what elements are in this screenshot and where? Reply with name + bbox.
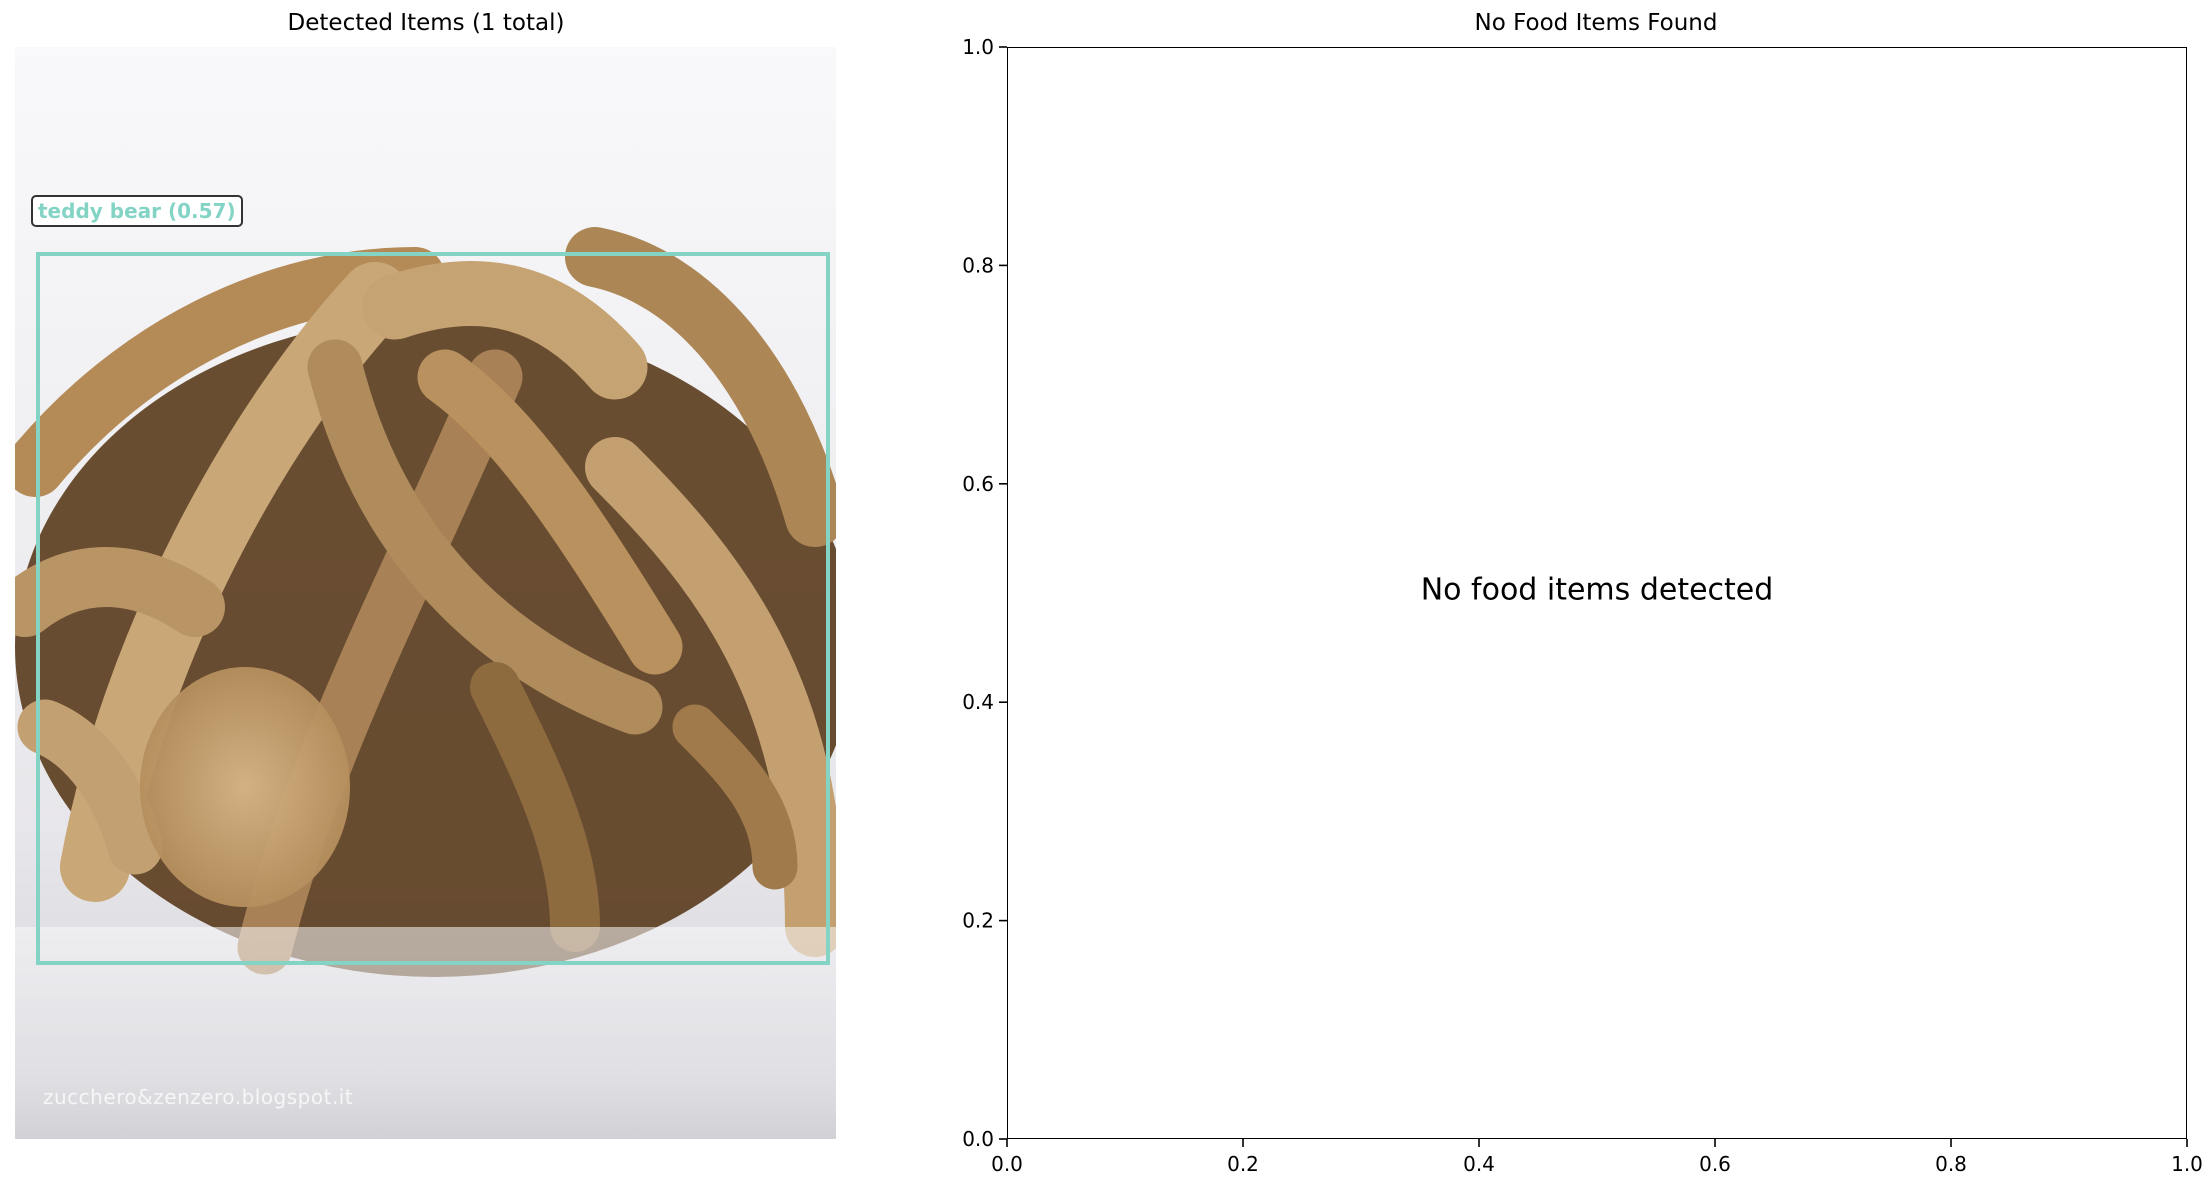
chart-axes-frame (1007, 47, 2187, 1139)
detected-items-title: Detected Items (1 total) (287, 10, 565, 36)
detection-bounding-box (36, 252, 830, 965)
y-tick-label: 0.4 (962, 690, 994, 714)
photo-watermark: zucchero&zenzero.blogspot.it (43, 1085, 354, 1109)
x-tick-label: 0.8 (1935, 1152, 1967, 1176)
y-tick-label: 1.0 (962, 35, 994, 59)
x-tick-label: 1.0 (2171, 1152, 2203, 1176)
detection-label: teddy bear (0.57) (31, 195, 243, 227)
x-tick-label: 0.6 (1699, 1152, 1731, 1176)
y-tick-label: 0.2 (962, 909, 994, 933)
food-photo: teddy bear (0.57) zucchero&zenzero.blogs… (15, 47, 836, 1139)
x-tick-label: 0.4 (1463, 1152, 1495, 1176)
x-tick-label: 0.2 (1227, 1152, 1259, 1176)
no-items-message: No food items detected (1420, 572, 1774, 608)
y-tick-label: 0.8 (962, 253, 994, 277)
chart-title: No Food Items Found (1474, 10, 1718, 36)
y-tick-label: 0.0 (962, 1127, 994, 1151)
x-tick-label: 0.0 (991, 1152, 1023, 1176)
y-tick-label: 0.6 (962, 472, 994, 496)
